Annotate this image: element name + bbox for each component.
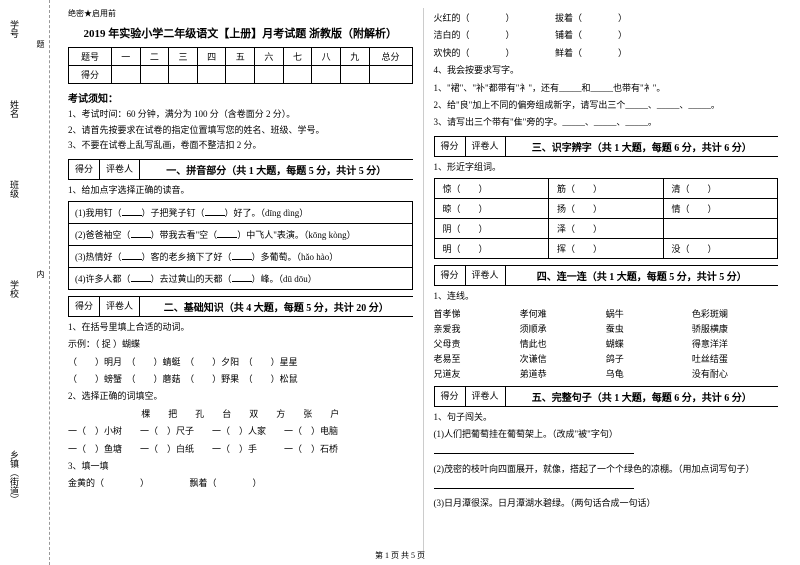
q5-c: (3)日月潭很深。日月潭湖水碧绿。（两句话合成一句话） xyxy=(434,496,779,510)
lian-row: 首孝悌孝何难蜗牛色彩斑斓 xyxy=(434,307,779,320)
q5-a: (1)人们把葡萄挂在葡萄架上。（改成"被"字句） xyxy=(434,427,779,441)
tag-nei: 内 xyxy=(35,270,46,278)
q3-1: 1、形近字组词。 xyxy=(434,160,779,174)
section-1-title: 一、拼音部分（共 1 大题，每题 5 分，共计 5 分） xyxy=(140,160,412,179)
q2-2: 2、选择正确的词填空。 xyxy=(68,389,413,403)
xing-table: 惊（ ）筋（ ）清（ ） 晾（ ）扬（ ）情（ ） 阴（ ）泽（ ） 明（ ）挥… xyxy=(434,178,779,259)
section-3-title: 三、识字辨字（共 1 大题，每题 6 分，共计 6 分） xyxy=(506,137,778,156)
notice-2: 2、请首先按要求在试卷的指定位置填写您的姓名、班级、学号。 xyxy=(68,124,413,138)
grader-box: 评卷人 xyxy=(466,137,506,156)
lian-row: 兄道友弟道恭乌龟没有耐心 xyxy=(434,367,779,380)
label-xiangzhen: 乡镇（街道） xyxy=(8,450,21,504)
score-box: 得分 xyxy=(434,387,466,406)
label-xingming: 姓名 xyxy=(8,100,21,118)
q2-items1: （ ）明月 （ ）蜻蜓 （ ）夕阳 （ ）星星 xyxy=(68,355,413,369)
page-footer: 第 1 页 共 5 页 xyxy=(0,550,800,561)
section-3-head: 得分 评卷人 三、识字辨字（共 1 大题，每题 6 分，共计 6 分） xyxy=(434,136,779,157)
q4-t: 4、我会按要求写字。 xyxy=(434,63,779,77)
q1-1: 1、给加点字选择正确的读音。 xyxy=(68,183,413,197)
q4-a: 1、"裙"、"补"都带有"衤"，还有_____和_____也带有"衤"。 xyxy=(434,81,779,95)
secret-label: 绝密★启用前 xyxy=(68,8,413,19)
section-4-title: 四、连一连（共 1 大题，每题 5 分，共计 5 分） xyxy=(506,266,778,285)
label-banji: 班级 xyxy=(8,180,21,198)
notice-title: 考试须知： xyxy=(68,90,413,105)
label-xuehao: 学号 xyxy=(8,20,21,38)
q2-words: 棵 把 孔 台 双 方 张 户 xyxy=(68,407,413,421)
section-1-head: 得分 评卷人 一、拼音部分（共 1 大题，每题 5 分，共计 5 分） xyxy=(68,159,413,180)
left-column: 绝密★启用前 2019 年实验小学二年级语文【上册】月考试题 浙教版（附解析） … xyxy=(58,8,424,557)
lian-row: 亲爱我须顺承蚕虫骄服横康 xyxy=(434,322,779,335)
section-4-head: 得分 评卷人 四、连一连（共 1 大题，每题 5 分，共计 5 分） xyxy=(434,265,779,286)
exam-title: 2019 年实验小学二年级语文【上册】月考试题 浙教版（附解析） xyxy=(68,25,413,41)
rt-3: 欢快的（ ） 鲜着（ ） xyxy=(434,46,779,60)
score-value-row: 得分 xyxy=(69,66,413,84)
notice-3: 3、不要在试卷上乱写乱画，卷面不整洁扣 2 分。 xyxy=(68,139,413,153)
binding-margin: 学号 姓名 班级 学校 乡镇（街道） 题 内 xyxy=(0,0,50,565)
tag-ti: 题 xyxy=(35,40,46,48)
pinyin-table: (1)我用钉（）子把凳子钉（）好了。（dīng dìng） (2)爸爸袖空（）带… xyxy=(68,201,413,290)
q4-b: 2、给"良"加上不同的偏旁组成新字，请写出三个_____、_____、_____… xyxy=(434,98,779,112)
grader-box: 评卷人 xyxy=(466,387,506,406)
score-box: 得分 xyxy=(434,137,466,156)
q5-1: 1、句子闯关。 xyxy=(434,410,779,424)
label-xuexiao: 学校 xyxy=(8,280,21,298)
q2-line3: 金黄的（ ） 飘着（ ） xyxy=(68,476,413,490)
q4-1: 1、连线。 xyxy=(434,289,779,303)
score-box: 得分 xyxy=(434,266,466,285)
section-5-title: 五、完整句子（共 1 大题，每题 6 分，共计 6 分） xyxy=(506,387,778,406)
section-2-title: 二、基础知识（共 4 大题，每题 5 分，共计 20 分） xyxy=(140,297,412,316)
q2-line2a: 一（ ）小树 一（ ）尺子 一（ ）人家 一（ ）电脑 xyxy=(68,424,413,438)
lian-row: 父母责情此也蝴蝶得意洋洋 xyxy=(434,337,779,350)
q2-line2b: 一（ ）鱼塘 一（ ）白纸 一（ ）手 一（ ）石桥 xyxy=(68,442,413,456)
rt-1: 火红的（ ） 拔着（ ） xyxy=(434,11,779,25)
score-box: 得分 xyxy=(68,160,100,179)
score-box: 得分 xyxy=(68,297,100,316)
q2-3: 3、填一填 xyxy=(68,459,413,473)
notice-1: 1、考试时间：60 分钟，满分为 100 分（含卷面分 2 分）。 xyxy=(68,108,413,122)
answer-line[interactable] xyxy=(434,444,634,454)
lian-row: 老易至次谦信鸽子吐丝结蛋 xyxy=(434,352,779,365)
grader-box: 评卷人 xyxy=(100,160,140,179)
grader-box: 评卷人 xyxy=(466,266,506,285)
rt-2: 洁白的（ ） 铺着（ ） xyxy=(434,28,779,42)
q4-c: 3、请写出三个带有"隹"旁的字。_____、_____、_____。 xyxy=(434,115,779,129)
grader-box: 评卷人 xyxy=(100,297,140,316)
q2-ex: 示例：（ 捉 ）蝴蝶 xyxy=(68,337,413,351)
q2-1: 1、在括号里填上合适的动词。 xyxy=(68,320,413,334)
score-header-row: 题号一二三四五六七八九总分 xyxy=(69,48,413,66)
q2-items2: （ ）螃蟹 （ ）蘑菇 （ ）野果 （ ）松鼠 xyxy=(68,372,413,386)
score-table: 题号一二三四五六七八九总分 得分 xyxy=(68,47,413,84)
answer-line[interactable] xyxy=(434,479,634,489)
right-column: 火红的（ ） 拔着（ ） 洁白的（ ） 铺着（ ） 欢快的（ ） 鲜着（ ） 4… xyxy=(424,8,789,557)
section-2-head: 得分 评卷人 二、基础知识（共 4 大题，每题 5 分，共计 20 分） xyxy=(68,296,413,317)
q5-b: (2)茂密的枝叶向四面展开，就像，搭起了一个个绿色的凉棚。（用加点词写句子） xyxy=(434,462,779,476)
section-5-head: 得分 评卷人 五、完整句子（共 1 大题，每题 6 分，共计 6 分） xyxy=(434,386,779,407)
